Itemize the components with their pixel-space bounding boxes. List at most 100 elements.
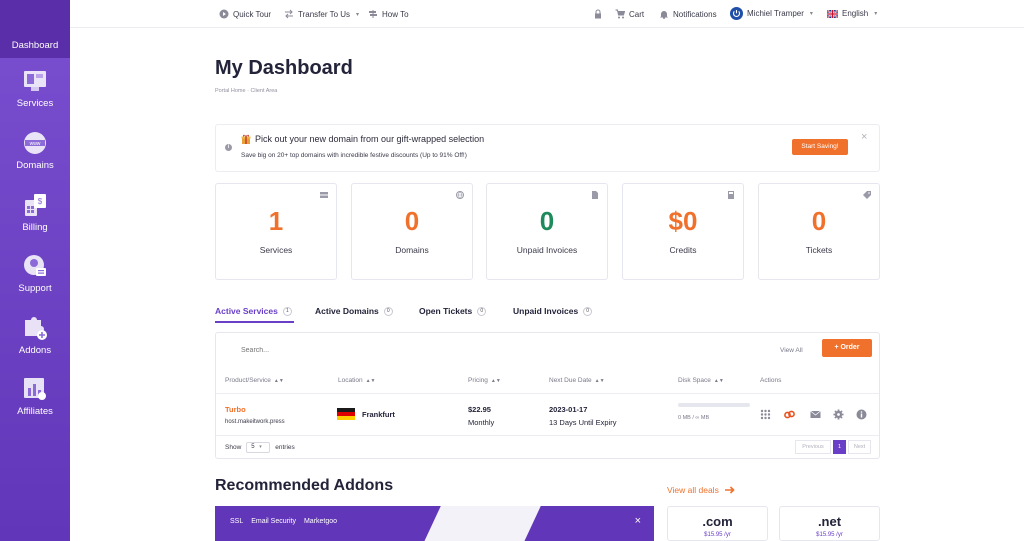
svg-text:$: $ [38,197,43,206]
next-page-button[interactable]: Next [848,440,871,454]
domain-deal-card[interactable]: .net $15.95 /yr [779,506,880,541]
start-saving-button[interactable]: Start Saving! [792,139,848,155]
column-header-location[interactable]: Location ▲▼ [338,377,375,384]
column-header-product[interactable]: Product/Service ▲▼ [225,377,284,384]
stat-label: Credits [669,245,697,255]
services-table-panel: View All + Order Product/Service▲▼ Locat… [215,332,880,459]
transfer-menu[interactable]: Transfer To Us ▾ [284,9,359,19]
show-label: Show [225,444,242,451]
sidebar-item-domains[interactable]: www Domains [0,130,70,171]
count-badge: 0 [583,306,593,316]
sort-icon: ▲▼ [594,378,605,384]
breadcrumb[interactable]: Portal Home · Client Area [215,88,278,94]
stat-card-credits[interactable]: $0 Credits [622,183,744,280]
domain-price: $15.95 /yr [816,532,843,538]
stat-label: Domains [395,245,429,255]
sidebar-item-billing[interactable]: $ Billing [0,192,70,233]
tab-active-domains[interactable]: Active Domains 0 [315,306,393,316]
sidebar-item-services[interactable]: Services [0,68,70,109]
tab-label: Active Domains [315,306,379,316]
document-icon [592,191,598,199]
language-menu[interactable]: English ▾ [827,9,877,18]
stat-card-unpaid-invoices[interactable]: 0 Unpaid Invoices [486,183,608,280]
svg-text:www: www [30,141,41,147]
cpanel-icon[interactable] [784,409,795,420]
domain-tld: .net [817,514,842,529]
puzzle-icon [25,317,47,340]
page-1-button[interactable]: 1 [833,440,846,454]
sidebar-item-label: Domains [16,160,54,171]
info-icon[interactable] [856,409,867,420]
language-label: English [842,9,869,18]
lock-button[interactable] [593,9,603,19]
column-header-due-date[interactable]: Next Due Date ▲▼ [549,377,605,384]
cart-link[interactable]: Cart [615,9,644,19]
globe-icon [456,191,464,199]
close-icon[interactable]: × [861,131,868,143]
billing-cycle: Monthly [468,418,495,427]
transfer-label: Transfer To Us [298,9,351,19]
banner-tag: Email Security [251,518,296,525]
stat-value: 1 [268,206,284,236]
disk-usage-text: 0 MB / ∞ MB [678,415,710,421]
search-input[interactable] [241,347,441,354]
tab-label: Open Tickets [419,306,473,316]
tab-unpaid-invoices[interactable]: Unpaid Invoices 0 [513,306,593,316]
column-header-label: Disk Space [678,377,711,384]
uk-flag-icon [827,9,838,18]
banner-tag: SSL [230,518,244,525]
notifications-link[interactable]: Notifications [659,9,717,19]
power-icon [730,7,743,20]
chevron-down-icon: ▾ [809,11,813,17]
service-host: host.makeitwork.press [225,419,285,425]
addons-banner[interactable]: SSL Email Security Marketgoo × [215,506,654,541]
mail-icon[interactable] [810,409,821,420]
column-header-disk[interactable]: Disk Space ▲▼ [678,377,724,384]
stat-card-services[interactable]: 1 Services [215,183,337,280]
due-date: 2023-01-17 [549,405,588,414]
gift-icon [241,134,251,144]
sidebar-item-affiliates[interactable]: Affiliates [0,376,70,417]
stat-card-tickets[interactable]: 0 Tickets [758,183,880,280]
page-size-value: 5 [251,444,255,450]
view-all-deals-link[interactable]: View all deals [667,485,735,495]
signpost-icon [369,10,377,18]
column-header-label: Location [338,377,363,384]
column-header-pricing[interactable]: Pricing ▲▼ [468,377,501,384]
sort-icon: ▲▼ [713,378,724,384]
chevron-down-icon: ▾ [874,11,878,17]
user-menu[interactable]: Michiel Tramper ▾ [730,7,813,20]
close-icon[interactable]: × [634,515,641,527]
sidebar-item-dashboard[interactable]: Dashboard [0,0,70,58]
stat-value: 0 [539,206,555,236]
www-icon: www [24,132,46,154]
tab-open-tickets[interactable]: Open Tickets 0 [419,306,487,316]
domain-deal-card[interactable]: .com $15.95 /yr [667,506,768,541]
promo-headline: Pick out your new domain from our gift-w… [241,134,484,144]
order-button[interactable]: + Order [822,339,872,357]
how-to-label: How To [382,9,409,19]
info-icon: i [225,144,232,151]
top-bar: Quick Tour Transfer To Us ▾ How To Cart … [70,0,1024,28]
service-name-link[interactable]: Turbo [225,405,246,414]
column-header-actions: Actions [760,377,782,384]
view-all-link[interactable]: View All [780,347,803,354]
play-icon [219,9,229,19]
chevron-down-icon: ▾ [259,444,262,450]
domain-price: $15.95 /yr [704,532,731,538]
lock-icon [595,9,601,19]
how-to-link[interactable]: How To [368,9,409,19]
tab-active-services[interactable]: Active Services 1 [215,306,292,316]
grid-icon[interactable] [760,409,771,420]
stat-value: 0 [811,206,827,236]
sidebar-item-support[interactable]: Support [0,253,70,294]
gear-icon[interactable] [833,409,844,420]
sort-icon: ▲▼ [490,378,501,384]
previous-page-button[interactable]: Previous [795,440,831,454]
notifications-label: Notifications [673,9,717,19]
page-size-select[interactable]: 5 ▾ [246,442,271,453]
column-header-label: Pricing [468,377,488,384]
quick-tour-link[interactable]: Quick Tour [219,9,271,19]
sidebar-item-addons[interactable]: Addons [0,315,70,356]
stat-card-domains[interactable]: 0 Domains [351,183,473,280]
